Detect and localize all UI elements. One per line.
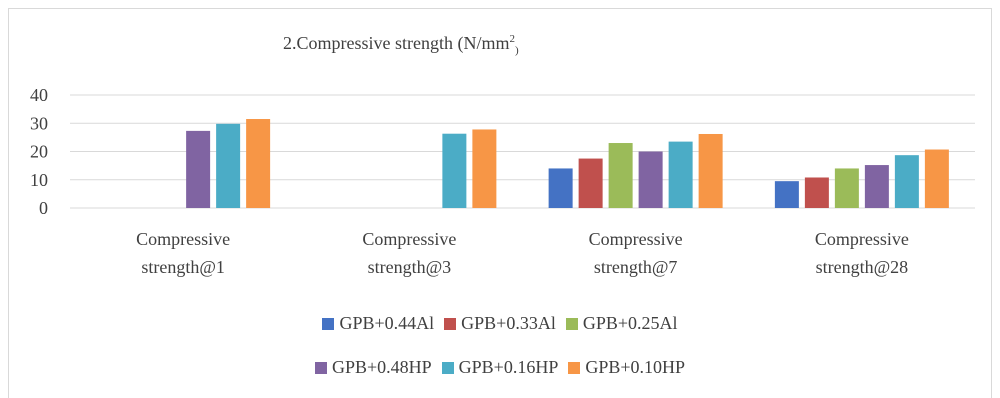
legend-item: GPB+0.33Al <box>444 313 556 334</box>
bar <box>216 123 241 208</box>
legend-swatch <box>441 361 454 374</box>
bar <box>804 177 829 208</box>
y-tick-label: 30 <box>30 113 48 133</box>
bar <box>834 168 859 208</box>
chart-frame <box>8 8 992 398</box>
x-category-label: Compressive <box>136 229 230 249</box>
legend-item: GPB+0.48HP <box>314 357 432 378</box>
legend-label: GPB+0.10HP <box>585 357 686 377</box>
x-category-label: strength@3 <box>368 257 452 277</box>
legend-row-1: GPB+0.44Al GPB+0.33Al GPB+0.25Al <box>0 313 1000 334</box>
y-tick-label: 10 <box>30 170 48 190</box>
legend-label: GPB+0.48HP <box>331 357 432 377</box>
x-category-label: Compressive <box>815 229 909 249</box>
x-category-label: Compressive <box>589 229 683 249</box>
legend-item: GPB+0.44Al <box>322 313 434 334</box>
x-category-label: strength@1 <box>141 257 225 277</box>
chart-title: 2.Compressive strength (N/mm2) <box>283 33 519 57</box>
legend-swatch <box>314 361 327 374</box>
y-tick-label: 0 <box>39 198 48 218</box>
legend-item: GPB+0.25Al <box>565 313 678 334</box>
legend-label: GPB+0.16HP <box>458 357 559 377</box>
bar <box>774 181 799 208</box>
bar <box>578 158 603 208</box>
legend-item: GPB+0.16HP <box>441 357 559 378</box>
bar <box>864 165 889 208</box>
y-tick-label: 20 <box>30 142 48 162</box>
bar <box>924 149 949 208</box>
bar <box>608 143 633 208</box>
bar <box>246 119 271 208</box>
legend-swatch <box>568 361 581 374</box>
bar <box>548 168 573 208</box>
bar <box>698 133 723 208</box>
y-tick-label: 40 <box>30 85 48 105</box>
legend-swatch <box>322 317 335 330</box>
legend-item: GPB+0.10HP <box>568 357 685 378</box>
bar <box>638 151 663 208</box>
legend-label: GPB+0.25Al <box>582 313 678 333</box>
x-category-label: Compressive <box>362 229 456 249</box>
x-category-label: strength@28 <box>816 257 909 277</box>
bar <box>442 133 467 208</box>
legend-row-2: GPB+0.48HP GPB+0.16HP GPB+0.10HP <box>0 357 1000 378</box>
legend-label: GPB+0.33Al <box>461 313 556 333</box>
bar <box>894 155 919 208</box>
legend-swatch <box>565 317 578 330</box>
bar <box>472 129 497 208</box>
legend-swatch <box>444 317 457 330</box>
bar <box>186 130 211 208</box>
x-category-label: strength@7 <box>594 257 678 277</box>
bar-chart: 0 10 20 30 40 Compressive strength@1 Compressiv… <box>30 85 975 277</box>
legend-label: GPB+0.44Al <box>339 313 435 333</box>
bar <box>668 141 693 208</box>
